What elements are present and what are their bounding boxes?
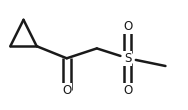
Text: S: S [124,52,132,65]
Text: O: O [123,84,133,97]
Text: O: O [62,84,71,97]
Text: O: O [123,20,133,33]
